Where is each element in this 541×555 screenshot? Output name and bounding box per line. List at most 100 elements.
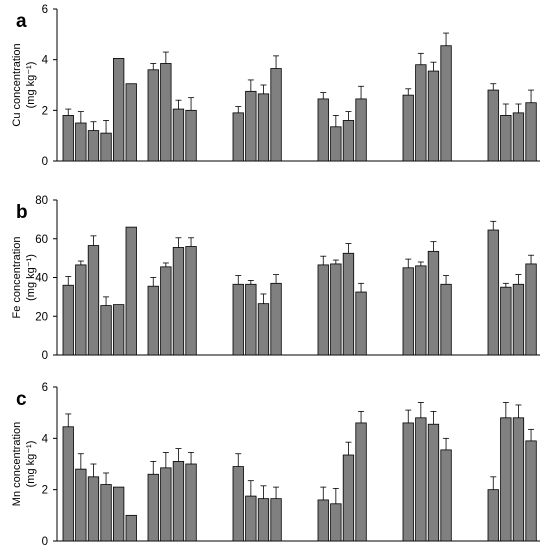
y-tick-label: 20 — [35, 311, 48, 323]
y-axis-unit: (mg kg⁻¹) — [25, 62, 37, 109]
bar — [160, 266, 172, 356]
bar — [75, 468, 87, 542]
bar — [75, 264, 87, 356]
y-axis-title: Fe concentration — [11, 237, 23, 319]
bar — [487, 89, 499, 162]
panel-label-c: c — [16, 389, 27, 410]
bar — [355, 291, 367, 356]
bar — [125, 514, 137, 542]
bar — [427, 70, 440, 162]
bar — [75, 122, 87, 162]
bar — [427, 250, 440, 356]
bar — [232, 112, 244, 162]
panel-label-a: a — [16, 11, 27, 32]
bar — [87, 130, 100, 162]
bar — [100, 305, 112, 356]
bar — [232, 466, 244, 542]
bar — [355, 98, 367, 162]
bar — [125, 83, 137, 162]
bar — [160, 63, 172, 162]
y-tick-label: 40 — [35, 273, 48, 285]
bar — [147, 473, 159, 542]
y-axis-title: Cu concentration — [11, 43, 23, 126]
y-tick-label: 4 — [42, 55, 49, 67]
bar — [317, 264, 329, 356]
bar — [415, 417, 427, 542]
bar — [125, 226, 137, 356]
bar — [440, 449, 452, 542]
bar — [500, 115, 512, 162]
bar — [113, 58, 125, 162]
y-tick-label: 80 — [35, 195, 48, 207]
bar — [100, 132, 112, 162]
bar — [512, 283, 525, 356]
y-tick-label: 6 — [42, 382, 48, 394]
bar — [270, 282, 282, 356]
y-tick-label: 2 — [42, 105, 48, 117]
bar — [185, 463, 197, 542]
bar — [245, 283, 257, 356]
bar — [172, 247, 185, 356]
bar — [330, 126, 342, 162]
y-axis-unit: (mg kg⁻¹) — [25, 441, 37, 488]
bar — [342, 120, 355, 162]
bar — [245, 495, 257, 542]
bar — [62, 284, 74, 356]
bar — [402, 94, 414, 162]
bar — [487, 489, 499, 542]
bar — [62, 426, 74, 542]
bar — [440, 283, 452, 356]
bar — [440, 45, 452, 162]
bar — [257, 498, 270, 542]
bar — [525, 263, 537, 356]
y-axis-unit: (mg kg⁻¹) — [25, 254, 37, 301]
bar — [525, 440, 537, 542]
bar — [317, 98, 329, 162]
bar — [245, 90, 257, 162]
bar — [270, 68, 282, 162]
bar — [147, 69, 159, 162]
y-axis-title: Mn concentration — [11, 422, 23, 506]
bar — [402, 422, 414, 542]
bar — [487, 229, 499, 356]
bar — [62, 115, 74, 162]
bar — [415, 64, 427, 162]
y-tick-label: 60 — [35, 234, 48, 246]
bar — [355, 422, 367, 542]
bar — [185, 246, 197, 356]
bar — [147, 285, 159, 356]
bar — [172, 108, 185, 162]
bar — [330, 263, 342, 356]
bar — [317, 499, 329, 542]
bar — [87, 476, 100, 542]
panel-label-b: b — [16, 202, 28, 223]
y-tick-label: 0 — [42, 350, 48, 362]
bar — [113, 486, 125, 542]
bar — [270, 498, 282, 542]
bar — [185, 109, 197, 162]
bar — [415, 265, 427, 356]
bar — [402, 267, 414, 356]
bar — [342, 252, 355, 356]
y-tick-label: 2 — [42, 485, 48, 497]
bar — [257, 93, 270, 162]
bar — [512, 112, 525, 162]
bar — [232, 283, 244, 356]
bar — [500, 417, 512, 542]
y-tick-label: 4 — [42, 433, 49, 445]
bar — [525, 102, 537, 162]
bar — [160, 467, 172, 542]
bar — [113, 304, 125, 356]
bar — [342, 454, 355, 542]
bar — [427, 423, 440, 542]
bar — [100, 484, 112, 542]
y-tick-label: 0 — [42, 156, 48, 168]
bar — [257, 303, 270, 356]
bar — [330, 503, 342, 542]
bar — [87, 245, 100, 356]
bar — [172, 461, 185, 542]
y-tick-label: 0 — [42, 536, 48, 548]
y-tick-label: 6 — [42, 4, 48, 16]
